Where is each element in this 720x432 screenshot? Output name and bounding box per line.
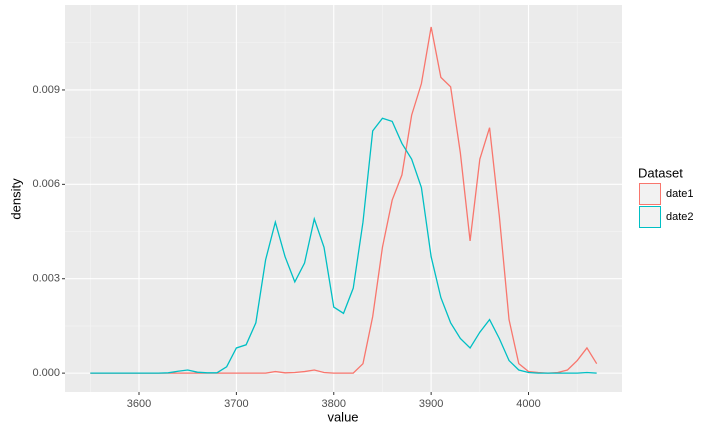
density-line — [90, 117, 597, 374]
legend-label: date2 — [666, 211, 694, 223]
x-tick-label: 3600 — [127, 398, 151, 410]
x-tick-label: 4000 — [516, 398, 540, 410]
legend-key — [639, 206, 661, 228]
density-line — [90, 26, 598, 374]
legend-key-bg — [639, 183, 661, 205]
x-tick-label: 3900 — [419, 398, 443, 410]
lines — [90, 26, 598, 374]
legend-title: Dataset — [638, 165, 683, 180]
x-axis-title: value — [327, 409, 358, 424]
legend-key-bg — [639, 206, 661, 228]
y-axis-title: density — [8, 178, 23, 220]
y-tick-label: 0.000 — [32, 367, 60, 379]
legend-key — [639, 183, 661, 205]
panel — [65, 5, 622, 392]
y-tick-label: 0.006 — [32, 178, 60, 190]
x-tick-label: 3800 — [322, 398, 346, 410]
legend-label: date1 — [666, 188, 694, 200]
y-tick-label: 0.009 — [32, 84, 60, 96]
x-tick-label: 3700 — [224, 398, 248, 410]
y-tick-label: 0.003 — [32, 273, 60, 285]
